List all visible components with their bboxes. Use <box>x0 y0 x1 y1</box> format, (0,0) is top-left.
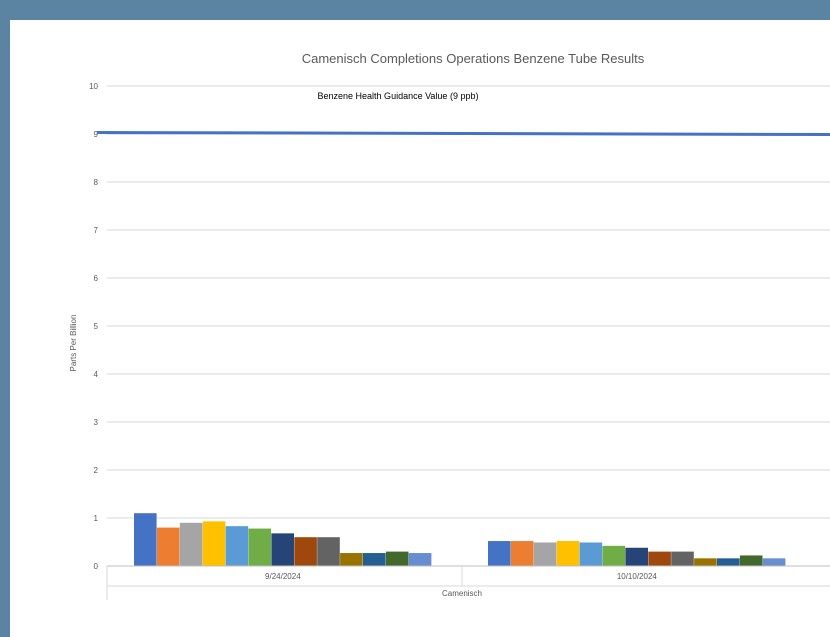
bars <box>134 513 786 566</box>
bar <box>294 537 317 566</box>
y-tick-label: 4 <box>94 370 99 379</box>
x-axis: 9/24/2024 10/10/2024 <box>106 565 830 600</box>
bar <box>385 551 409 566</box>
bar <box>602 545 626 566</box>
y-tick-label: 6 <box>94 274 99 283</box>
bar <box>625 547 648 566</box>
bar <box>225 526 249 566</box>
x-axis-title: Camenisch <box>442 589 482 598</box>
bar <box>694 558 717 566</box>
y-tick-label: 3 <box>94 418 99 427</box>
x-tick-label: 10/10/2024 <box>617 572 658 581</box>
bar <box>340 553 363 566</box>
y-tick-label: 8 <box>94 178 99 187</box>
chart-frame: Camenisch Completions Operations Benzene… <box>10 20 830 637</box>
bar <box>248 528 272 566</box>
bar <box>648 551 671 566</box>
bar <box>533 542 557 566</box>
reference-line-group: Benzene Health Guidance Value (9 ppb) <box>96 91 830 136</box>
bar <box>271 533 294 566</box>
chart-title: Camenisch Completions Operations Benzene… <box>302 51 645 66</box>
y-axis-title: Parts Per Billion <box>69 315 78 372</box>
bar <box>134 513 157 566</box>
y-tick-label: 9 <box>94 130 99 139</box>
reference-line-label: Benzene Health Guidance Value (9 ppb) <box>318 91 479 101</box>
gridlines <box>107 85 830 567</box>
bar <box>363 553 386 566</box>
bar <box>739 555 763 566</box>
bar <box>556 541 580 566</box>
bar <box>579 542 603 566</box>
bar <box>408 553 432 566</box>
bar <box>156 527 180 566</box>
y-tick-label: 5 <box>94 322 99 331</box>
benzene-bar-chart: Camenisch Completions Operations Benzene… <box>69 51 830 600</box>
x-tick-label: 9/24/2024 <box>265 572 301 581</box>
bar <box>202 521 226 566</box>
y-tick-label: 7 <box>94 226 99 235</box>
bar <box>671 551 694 566</box>
bar <box>179 522 203 566</box>
y-tick-label: 2 <box>94 466 99 475</box>
reference-line <box>96 131 830 136</box>
bar <box>762 558 786 566</box>
bar <box>510 541 534 566</box>
y-tick-label: 0 <box>94 562 99 571</box>
y-axis-ticks: 0 1 2 3 4 5 6 7 8 9 10 <box>89 82 98 571</box>
bar <box>488 541 511 566</box>
bar <box>717 558 740 566</box>
bar <box>317 537 340 566</box>
y-tick-label: 1 <box>94 514 99 523</box>
y-tick-label: 10 <box>89 82 98 91</box>
